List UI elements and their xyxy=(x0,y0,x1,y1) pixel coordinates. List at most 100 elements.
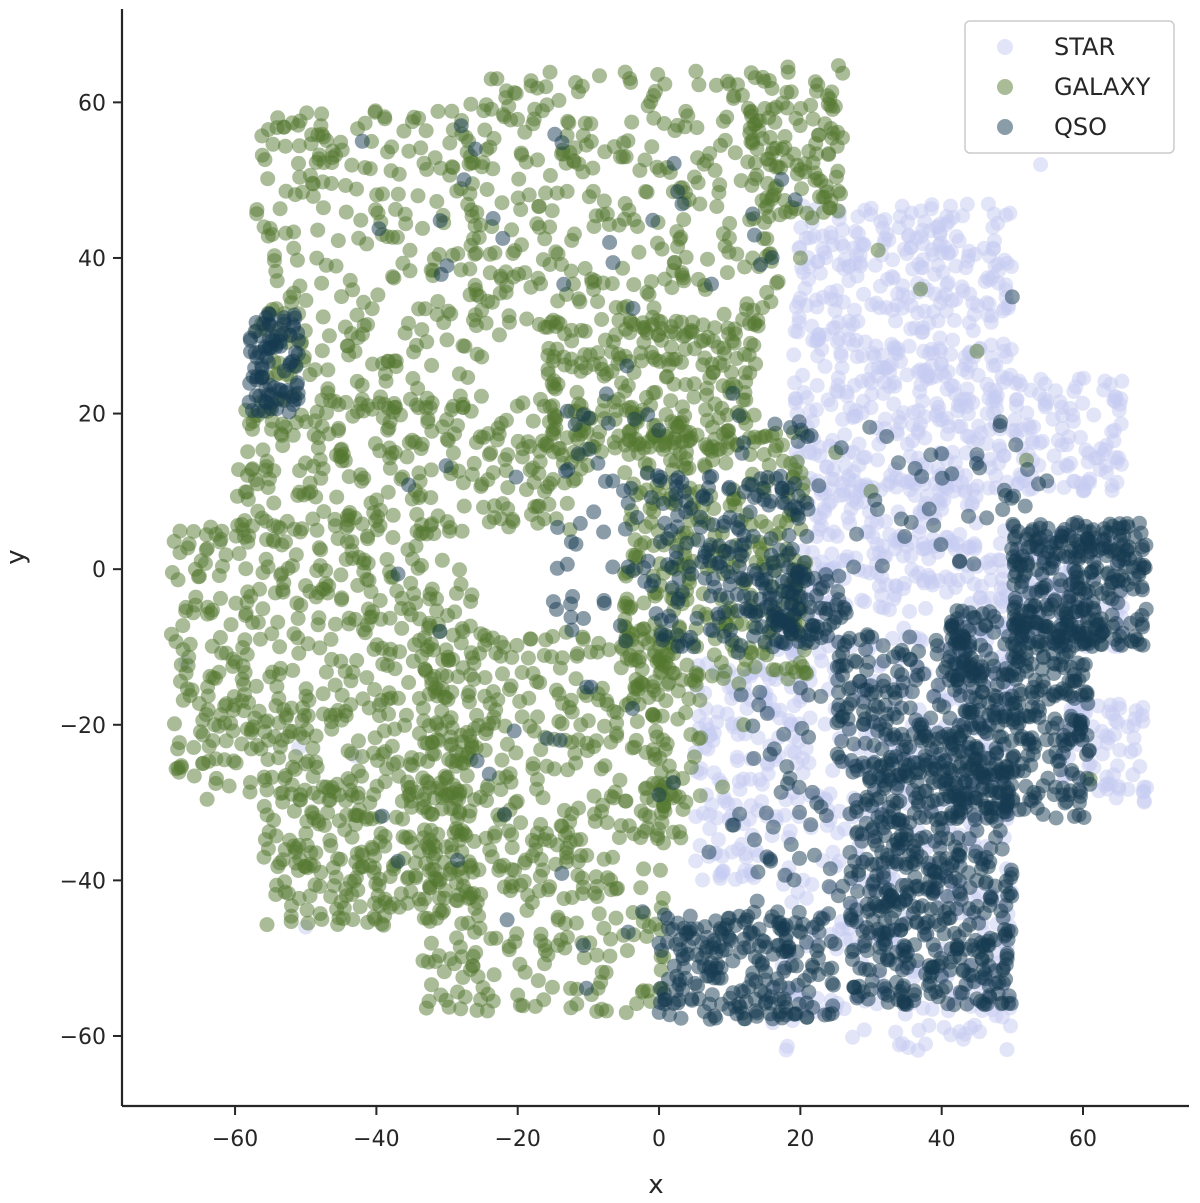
point-galaxy xyxy=(549,682,564,698)
point-galaxy xyxy=(519,482,534,498)
point-galaxy xyxy=(488,930,504,946)
point-galaxy xyxy=(786,146,802,162)
point-galaxy xyxy=(461,808,477,824)
point-galaxy xyxy=(429,731,445,747)
point-qso xyxy=(991,729,1007,745)
point-galaxy xyxy=(523,73,539,89)
point-star xyxy=(997,252,1013,268)
point-galaxy xyxy=(576,950,592,966)
point-galaxy xyxy=(466,833,482,849)
point-galaxy xyxy=(468,318,484,334)
point-galaxy xyxy=(589,644,605,660)
point-galaxy xyxy=(473,887,489,902)
point-star xyxy=(1009,391,1025,407)
points-layer xyxy=(164,58,1155,1058)
point-star xyxy=(986,358,1001,374)
point-star xyxy=(1120,781,1136,797)
point-galaxy xyxy=(395,811,411,827)
point-star xyxy=(706,765,722,781)
point-galaxy xyxy=(205,733,221,749)
point-star xyxy=(985,240,1001,256)
point-galaxy xyxy=(514,449,530,465)
point-galaxy xyxy=(205,602,220,618)
point-galaxy xyxy=(188,589,204,605)
point-star xyxy=(886,396,902,412)
point-galaxy xyxy=(305,511,321,527)
point-galaxy xyxy=(431,890,447,906)
point-star xyxy=(850,226,866,242)
point-qso xyxy=(1035,806,1051,822)
point-star xyxy=(886,375,902,391)
point-galaxy xyxy=(752,540,768,556)
point-galaxy xyxy=(686,376,702,392)
point-galaxy xyxy=(699,413,715,428)
point-galaxy xyxy=(348,870,364,885)
point-galaxy xyxy=(835,130,850,146)
point-galaxy xyxy=(384,738,400,754)
point-star xyxy=(899,367,915,383)
point-qso xyxy=(981,707,997,723)
point-star xyxy=(845,1029,861,1045)
point-star xyxy=(856,237,871,253)
point-galaxy xyxy=(517,265,533,281)
point-galaxy xyxy=(310,222,326,238)
point-star xyxy=(981,296,997,312)
point-galaxy xyxy=(244,462,260,478)
point-galaxy xyxy=(278,710,294,726)
point-galaxy xyxy=(330,233,346,249)
point-galaxy xyxy=(414,322,430,338)
point-star xyxy=(897,241,912,257)
point-galaxy xyxy=(506,85,522,101)
point-galaxy xyxy=(406,344,422,360)
point-galaxy xyxy=(542,475,558,491)
point-galaxy xyxy=(590,294,606,310)
point-star xyxy=(933,295,948,311)
point-galaxy xyxy=(272,201,288,217)
point-galaxy xyxy=(338,178,354,193)
point-star xyxy=(888,579,904,595)
point-galaxy xyxy=(402,263,418,279)
point-galaxy xyxy=(678,249,694,265)
point-galaxy xyxy=(292,169,308,185)
point-galaxy xyxy=(334,592,349,608)
point-star xyxy=(973,425,989,441)
point-galaxy xyxy=(341,469,357,485)
point-qso xyxy=(1046,688,1062,704)
point-galaxy xyxy=(608,881,624,897)
point-galaxy xyxy=(556,349,572,365)
point-galaxy xyxy=(546,761,562,777)
point-galaxy xyxy=(608,910,624,926)
point-galaxy xyxy=(512,997,528,1013)
point-galaxy xyxy=(541,496,557,512)
point-galaxy xyxy=(659,736,675,752)
point-galaxy xyxy=(690,271,706,287)
point-galaxy xyxy=(487,825,503,841)
point-star xyxy=(1080,454,1096,470)
point-galaxy xyxy=(747,155,763,171)
point-galaxy xyxy=(564,890,580,905)
point-galaxy xyxy=(385,530,401,545)
point-star xyxy=(710,704,726,720)
point-galaxy xyxy=(368,436,383,452)
point-galaxy xyxy=(311,610,327,626)
point-qso xyxy=(1134,616,1150,632)
point-galaxy xyxy=(611,217,627,233)
point-qso xyxy=(1050,627,1066,643)
point-galaxy xyxy=(328,616,343,632)
point-galaxy xyxy=(235,658,251,674)
point-star xyxy=(1076,370,1092,386)
point-galaxy xyxy=(436,964,452,980)
point-star xyxy=(952,527,968,542)
point-galaxy xyxy=(514,665,530,680)
point-galaxy xyxy=(491,862,507,878)
point-galaxy xyxy=(485,161,501,177)
point-star xyxy=(943,378,959,393)
point-star xyxy=(864,361,880,377)
point-star xyxy=(1127,711,1143,727)
point-star xyxy=(932,330,948,346)
point-galaxy xyxy=(269,679,285,695)
point-galaxy xyxy=(550,246,566,262)
point-galaxy xyxy=(428,680,444,696)
point-galaxy xyxy=(495,666,510,682)
point-star xyxy=(832,488,848,504)
